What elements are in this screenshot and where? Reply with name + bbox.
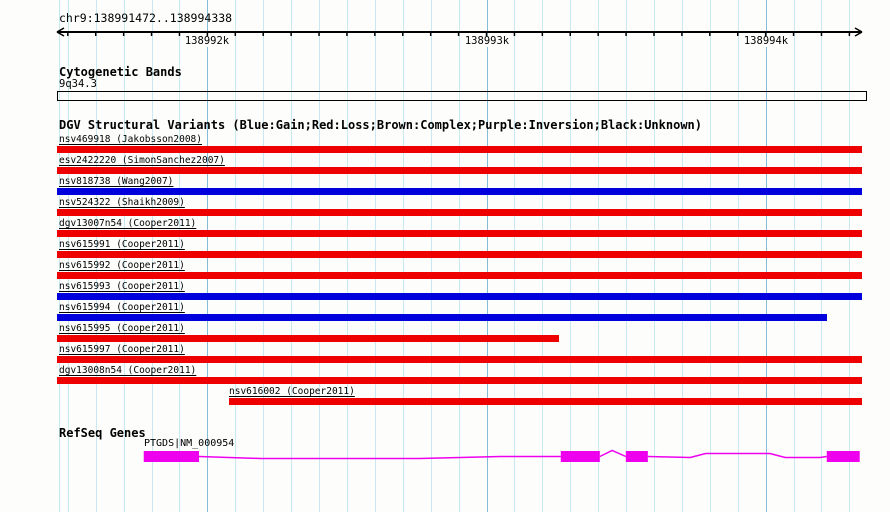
gene-structure-glyph[interactable] [0, 445, 890, 471]
variant-label[interactable]: dgv13008n54 (Cooper2011) [59, 365, 197, 376]
variant-label[interactable]: nsv615994 (Cooper2011) [59, 302, 185, 313]
exon-box[interactable] [625, 451, 648, 462]
variant-label[interactable]: nsv615992 (Cooper2011) [59, 260, 185, 271]
intron-connector-line [599, 449, 627, 458]
variant-label[interactable]: nsv615995 (Cooper2011) [59, 323, 185, 334]
variant-bar[interactable] [57, 251, 862, 258]
refseq-genes-title: RefSeq Genes [59, 426, 146, 440]
ruler-tick-label: 138992k [181, 36, 233, 47]
variant-label[interactable]: esv2422220 (SimonSanchez2007) [59, 155, 225, 166]
variant-label[interactable]: nsv469918 (Jakobsson2008) [59, 134, 202, 145]
variant-bar[interactable] [57, 293, 862, 300]
variant-label[interactable]: nsv615991 (Cooper2011) [59, 239, 185, 250]
cytogenetic-band-name: 9q34.3 [59, 78, 97, 90]
variant-bar[interactable] [57, 314, 827, 321]
gene-label[interactable]: PTGDS|NM_000954 [144, 438, 235, 449]
exon-box[interactable] [560, 451, 600, 462]
variant-bar[interactable] [57, 377, 862, 384]
dgv-track-title: DGV Structural Variants (Blue:Gain;Red:L… [59, 118, 702, 132]
ruler-tick-label: 138994k [740, 36, 792, 47]
position-label: chr9:138991472..138994338 [59, 11, 233, 25]
variant-bar[interactable] [57, 356, 862, 363]
variant-bar[interactable] [57, 188, 862, 195]
variant-bar[interactable] [57, 335, 559, 342]
cytogenetic-bands-title: Cytogenetic Bands [59, 65, 182, 79]
variant-bar[interactable] [57, 230, 862, 237]
ruler-line [56, 27, 65, 33]
variant-label[interactable]: nsv524322 (Shaikh2009) [59, 197, 185, 208]
exon-box[interactable] [826, 451, 860, 462]
coordinate-ruler [56, 27, 863, 40]
variant-label[interactable]: nsv615993 (Cooper2011) [59, 281, 185, 292]
variant-bar[interactable] [229, 398, 862, 405]
cytogenetic-band-box[interactable] [57, 91, 867, 101]
variant-label[interactable]: nsv616002 (Cooper2011) [229, 386, 355, 397]
variant-label[interactable]: dgv13007n54 (Cooper2011) [59, 218, 197, 229]
ruler-line [854, 31, 863, 37]
exon-box[interactable] [143, 451, 200, 462]
variant-bar[interactable] [57, 209, 862, 216]
variant-label[interactable]: nsv818738 (Wang2007) [59, 176, 174, 187]
variant-bar[interactable] [57, 146, 862, 153]
variant-bar[interactable] [57, 272, 862, 279]
ruler-line [56, 31, 65, 37]
intron-connector-line [198, 455, 561, 460]
ruler-tick-label: 138993k [461, 36, 513, 47]
variant-bar[interactable] [57, 167, 862, 174]
ruler-line [854, 27, 863, 33]
intron-connector-line [647, 452, 827, 459]
variant-label[interactable]: nsv615997 (Cooper2011) [59, 344, 185, 355]
